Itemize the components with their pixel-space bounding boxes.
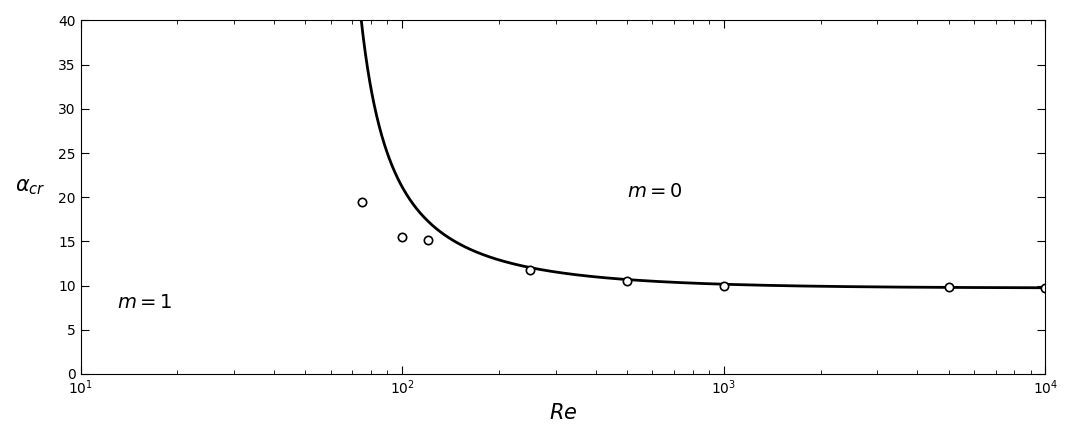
Y-axis label: $\alpha_{cr}$: $\alpha_{cr}$: [15, 178, 45, 197]
Text: $m = 1$: $m = 1$: [117, 294, 173, 312]
X-axis label: $Re$: $Re$: [548, 403, 577, 423]
Text: $m = 0$: $m = 0$: [627, 183, 682, 201]
